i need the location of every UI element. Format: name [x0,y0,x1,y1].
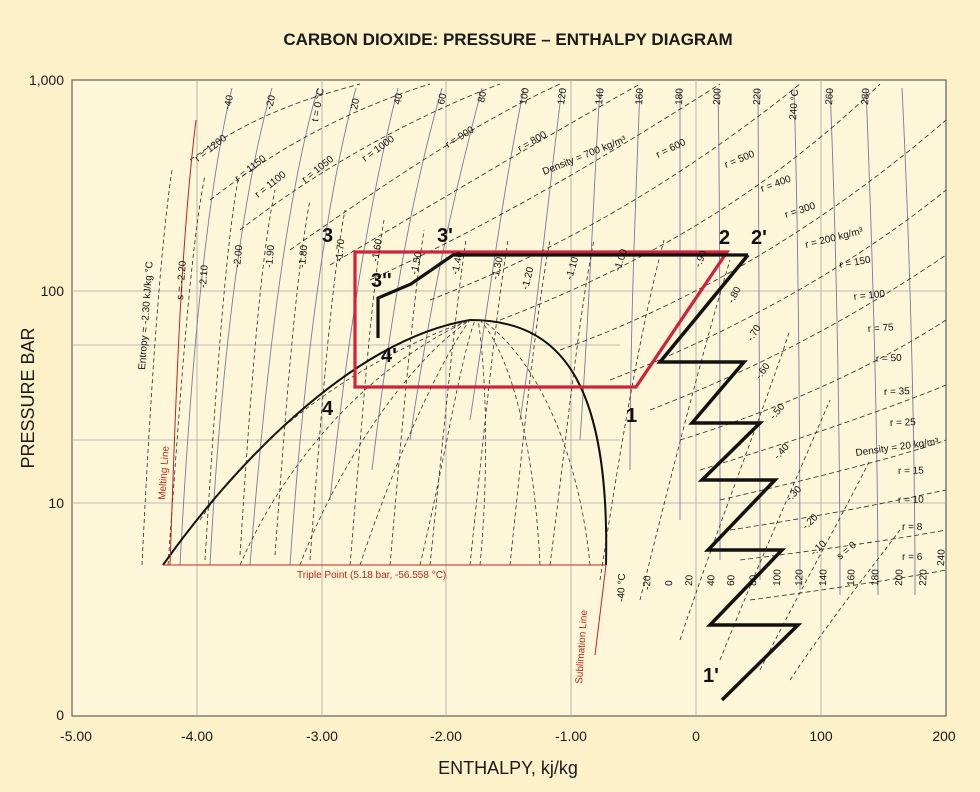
x-tick: 0 [692,728,700,744]
point-2-prime-label: 2' [751,227,767,249]
gridlines [72,80,946,716]
entropy-label: -2.00 [232,244,245,268]
temp-label: -20 [264,94,278,111]
temp-label: 180 [674,88,686,105]
entropy-label: -1.60 [370,238,385,263]
low-temp-label: 0 [664,580,675,586]
density-label: r = 15 [898,466,924,477]
y-tick: 0 [56,707,64,723]
low-temp-label: 220 [918,569,930,586]
temp-label: 280 [860,87,872,105]
temp-label: 100 [518,87,532,106]
low-temp-label: 160 [846,569,858,586]
lower-isotherm-labels: -40 °C -20 0 20 40 60 80 100 120 140 160… [616,549,948,602]
entropy-label: -2.10 [198,264,211,288]
temp-label: 60 [436,92,449,106]
point-4-label: 4 [322,398,334,420]
isotherm-labels: -40 -20 t = 0 °C 20 40 60 80 100 120 140… [222,87,872,123]
temp-label: 260 [824,87,836,105]
density-label: r = 10 [898,495,924,506]
x-tick: -1.00 [555,728,587,744]
sublimation-line [594,564,607,656]
x-tick: -3.00 [306,728,338,744]
temp-label: 80 [476,90,489,104]
y-axis-title: PRESSURE BAR [18,327,38,468]
density-label: r = 100 [853,289,886,303]
cycle-point-labels: 1 1' 2 2' 3 3' 3'' 4 4' [322,225,767,687]
temp-label: 160 [634,87,646,105]
entropy-label: -1.40 [450,251,466,276]
x-tick: -5.00 [60,728,92,744]
entropy-label: -1.30 [490,256,506,281]
low-temp-label: 60 [726,574,737,586]
point-2-label: 2 [719,227,730,249]
point-3-double-prime-label: 3'' [371,270,392,292]
point-1-label: 1 [626,405,637,427]
staged-compression-path [656,253,803,702]
y-tick: 100 [41,283,65,299]
density-label: r = 8 [902,522,923,533]
entropy-label: -1.80 [297,244,310,268]
density-label: r = 6 [902,552,923,563]
triple-point-label: Triple Point (5.18 bar, -56.558 °C) [297,570,446,581]
y-tick: 1,000 [29,72,64,88]
temp-label: 120 [556,87,569,105]
x-tick: -2.00 [430,728,462,744]
sublimation-line-label: Sublimation Line [574,609,590,684]
x-axis-ticks: -5.00 -4.00 -3.00 -2.00 -1.00 0 100 200 [60,728,956,744]
y-axis-ticks: 1,000 100 10 0 [29,72,64,723]
melting-line [169,119,197,566]
quality-lines [199,319,591,566]
point-1-prime-label: 1' [703,665,719,687]
low-temp-label: 40 [706,574,717,586]
melting-line-label: Melting Line [157,445,172,500]
low-temp-label: -20 [642,575,654,590]
y-tick: 10 [48,495,64,511]
entropy-label: s = -2.20 [175,260,189,300]
point-4-prime-label: 4' [381,345,397,367]
density-label: r = 50 [876,353,903,365]
x-tick: 100 [809,728,833,744]
temp-label: 140 [594,87,607,105]
entropy-label: -1.90 [264,244,277,268]
temp-label: 240 °C [788,89,801,120]
x-tick: 200 [932,728,956,744]
temp-label: 220 [752,88,764,105]
low-temp-label: -40 °C [616,573,628,602]
transcritical-cycle [376,253,748,338]
low-temp-label: 20 [684,574,695,586]
entropy-label: -1.20 [520,266,536,291]
entropy-label: -1.70 [334,238,347,262]
entropy-label: -1.50 [409,251,425,276]
isotherm-lines [179,87,916,596]
density-label: r = 25 [890,417,917,429]
point-3-prime-label: 3' [437,225,453,247]
temp-label: 40 [392,92,405,106]
low-temp-label: 80 [748,574,759,586]
density-label: r = 35 [884,386,911,398]
isentrope-lines [141,169,901,681]
x-axis-title: ENTHALPY, kj/kg [438,758,578,778]
density-label: r = 150 [839,255,872,271]
temp-label: 200 [712,88,724,105]
low-temp-label: 120 [794,569,806,586]
low-temp-label: 180 [870,569,882,586]
isochore-lines [189,83,947,601]
reference-cycle [353,250,731,389]
diagram-title: CARBON DIOXIDE: PRESSURE – ENTHALPY DIAG… [283,30,732,49]
x-tick: -4.00 [181,728,213,744]
low-temp-label: 200 [894,569,906,586]
low-temp-label: 140 [818,569,830,586]
temp-label: 20 [349,97,362,111]
temp-label: -40 [222,94,236,111]
point-3-label: 3 [322,225,333,247]
density-label: r = 75 [867,322,894,335]
low-temp-label: 100 [772,569,784,586]
plot-area [71,79,947,717]
low-temp-label: 240 [936,549,948,566]
